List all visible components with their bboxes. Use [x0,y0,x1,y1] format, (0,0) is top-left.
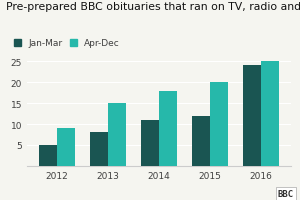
Bar [90,133,108,166]
Bar [210,83,228,166]
Text: Pre-prepared BBC obituaries that ran on TV, radio and online: Pre-prepared BBC obituaries that ran on … [6,2,300,12]
Text: BBC: BBC [278,189,294,198]
Bar [108,104,126,166]
Bar [192,116,210,166]
Bar [39,145,57,166]
Bar [243,66,261,166]
Bar [141,120,159,166]
Bar [261,62,279,166]
Bar [57,129,75,166]
Bar [159,91,177,166]
Legend: Jan-Mar, Apr-Dec: Jan-Mar, Apr-Dec [11,35,124,52]
